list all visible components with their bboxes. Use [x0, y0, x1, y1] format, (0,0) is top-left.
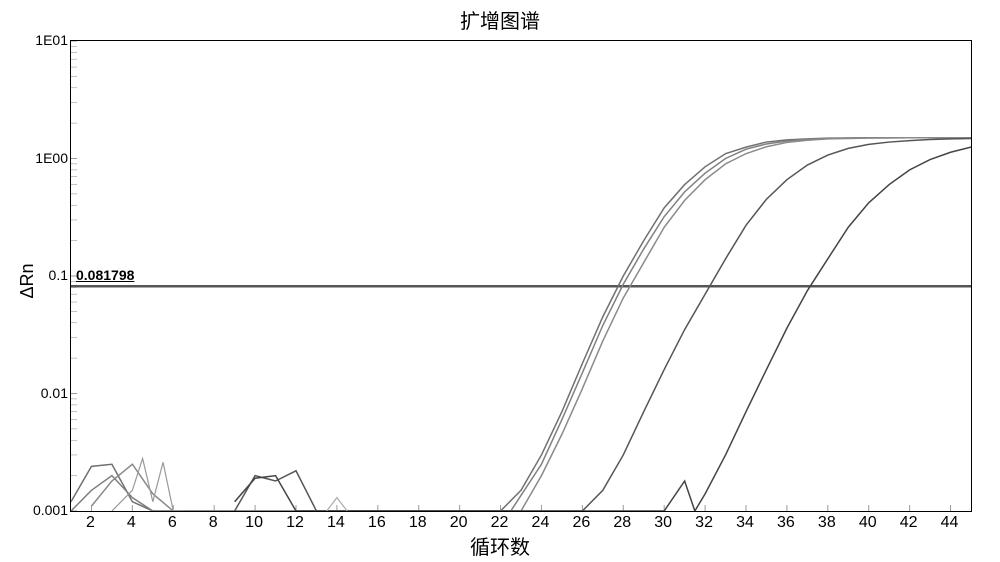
x-tick-18: 18	[409, 514, 427, 532]
series-curve5	[235, 147, 971, 511]
x-tick-10: 10	[245, 514, 263, 532]
threshold-label: 0.081798	[76, 267, 134, 283]
x-tick-38: 38	[818, 514, 836, 532]
x-tick-16: 16	[368, 514, 386, 532]
y-tick-0.001: 0.001	[33, 502, 68, 518]
x-tick-24: 24	[532, 514, 550, 532]
y-axis-label: ΔRn	[17, 263, 38, 298]
x-tick-30: 30	[654, 514, 672, 532]
y-tick-0.01: 0.01	[41, 385, 68, 401]
x-tick-12: 12	[286, 514, 304, 532]
chart-title: 扩增图谱	[0, 5, 1000, 34]
x-tick-26: 26	[572, 514, 590, 532]
x-tick-22: 22	[491, 514, 509, 532]
chart-container: 扩增图谱 ΔRn 循环数 0.0010.010.11E001E012468101…	[0, 0, 1000, 562]
series-curve2	[71, 138, 971, 511]
x-tick-36: 36	[777, 514, 795, 532]
x-tick-32: 32	[695, 514, 713, 532]
x-tick-34: 34	[736, 514, 754, 532]
x-tick-8: 8	[209, 514, 218, 532]
x-tick-14: 14	[327, 514, 345, 532]
plot-area	[70, 40, 972, 512]
series-curve1	[71, 138, 971, 511]
plot-svg	[71, 41, 971, 511]
y-tick-1: 1E00	[35, 150, 68, 166]
y-tick-0.1: 0.1	[49, 267, 68, 283]
x-tick-28: 28	[613, 514, 631, 532]
y-tick-10: 1E01	[35, 32, 68, 48]
x-tick-40: 40	[859, 514, 877, 532]
x-tick-4: 4	[127, 514, 136, 532]
x-tick-6: 6	[168, 514, 177, 532]
x-tick-2: 2	[86, 514, 95, 532]
x-tick-44: 44	[941, 514, 959, 532]
x-tick-20: 20	[450, 514, 468, 532]
series-curve3	[91, 138, 971, 511]
x-tick-42: 42	[900, 514, 918, 532]
x-axis-label: 循环数	[0, 531, 1000, 560]
